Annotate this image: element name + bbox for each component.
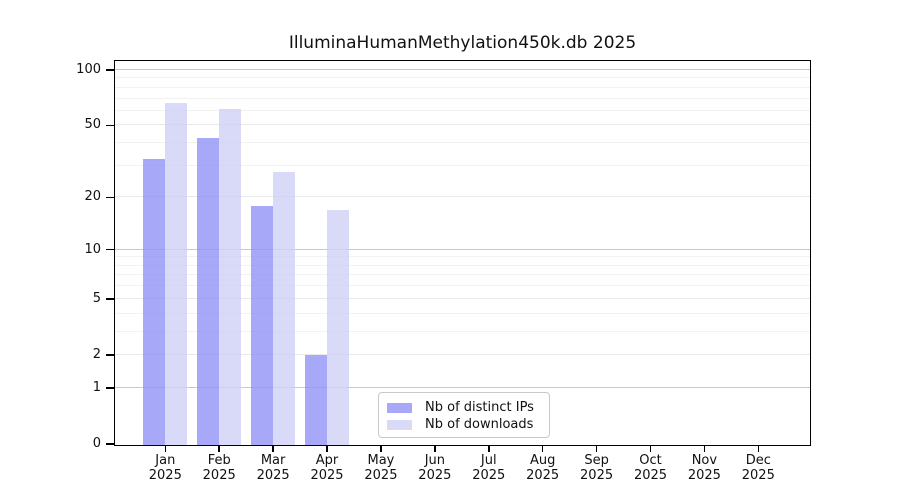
x-tick-nov	[703, 445, 706, 452]
x-tick-label-dec: Dec 2025	[741, 453, 775, 483]
y-tick-100	[106, 69, 114, 71]
y-tick-50	[106, 124, 114, 127]
legend-label-distinct-ips: Nb of distinct IPs	[425, 400, 534, 415]
plot-area	[113, 59, 811, 446]
y-tick-label-2: 2	[92, 346, 101, 362]
bar-nb-of-downloads-mar	[272, 171, 295, 445]
y-tick-5	[106, 298, 114, 300]
x-tick-jun	[434, 445, 436, 452]
x-tick-label-apr: Apr 2025	[310, 453, 344, 483]
y-tick-label-0: 0	[92, 436, 101, 451]
gridline-6	[114, 285, 810, 287]
legend-swatch-downloads	[387, 419, 412, 430]
legend-row: Nb of distinct IPs	[387, 399, 549, 416]
legend-swatch-distinct-ips	[387, 402, 412, 413]
gridline-10	[114, 248, 810, 250]
gridline-30	[114, 164, 810, 166]
x-tick-label-sep: Sep 2025	[580, 453, 614, 483]
gridline-100	[114, 69, 810, 70]
gridline-7	[114, 274, 810, 276]
y-tick-label-50: 50	[84, 117, 101, 133]
x-tick-apr	[326, 445, 328, 452]
gridline-3	[114, 330, 810, 332]
bar-nb-of-distinct-ips-mar	[250, 205, 273, 445]
x-tick-label-jul: Jul 2025	[472, 453, 506, 483]
gridline-8	[114, 264, 810, 266]
legend-row: Nb of downloads	[387, 416, 549, 433]
chart-title: IlluminaHumanMethylation450k.db 2025	[288, 33, 637, 53]
x-tick-label-jun: Jun 2025	[418, 453, 452, 483]
x-tick-label-may: May 2025	[364, 453, 398, 483]
y-tick-label-20: 20	[84, 189, 101, 205]
y-tick-0	[106, 443, 114, 445]
y-tick-label-100: 100	[76, 62, 101, 77]
plot-inner	[114, 61, 810, 445]
y-tick-10	[106, 248, 114, 251]
gridline-40	[114, 142, 810, 144]
gridline-9	[114, 256, 810, 258]
gridline-20	[114, 196, 810, 198]
x-tick-feb	[218, 445, 220, 452]
y-tick-20	[106, 196, 114, 199]
y-tick-label-5: 5	[92, 290, 101, 306]
gridline-80	[114, 86, 810, 88]
gridline-2	[114, 353, 810, 355]
gridline-1	[114, 386, 810, 388]
legend-label-downloads: Nb of downloads	[425, 417, 534, 432]
gridline-5	[114, 297, 810, 299]
gridline-70	[114, 97, 810, 99]
y-tick-2	[106, 354, 114, 356]
y-tick-label-1: 1	[92, 379, 101, 395]
gridline-90	[114, 77, 810, 79]
x-tick-mar	[272, 445, 274, 452]
bar-nb-of-downloads-feb	[218, 108, 241, 445]
gridline-60	[114, 109, 810, 111]
x-tick-label-feb: Feb 2025	[202, 453, 236, 483]
bar-nb-of-downloads-jan	[164, 102, 187, 445]
x-tick-label-jan: Jan 2025	[148, 453, 182, 483]
x-tick-oct	[649, 445, 652, 452]
x-tick-label-aug: Aug 2025	[526, 453, 560, 483]
x-tick-label-mar: Mar 2025	[256, 453, 290, 483]
gridline-50	[114, 124, 810, 126]
x-tick-dec	[757, 445, 760, 452]
x-tick-sep	[595, 445, 598, 452]
y-tick-1	[106, 387, 114, 389]
x-tick-jan	[164, 445, 167, 452]
legend: Nb of distinct IPs Nb of downloads	[378, 392, 550, 438]
x-tick-aug	[541, 445, 544, 452]
x-tick-label-nov: Nov 2025	[687, 453, 721, 483]
bar-nb-of-downloads-apr	[326, 210, 349, 445]
bar-nb-of-distinct-ips-jan	[142, 158, 165, 445]
x-tick-label-oct: Oct 2025	[633, 453, 668, 483]
x-tick-may	[380, 445, 382, 452]
gridline-4	[114, 312, 810, 314]
x-tick-jul	[488, 445, 490, 452]
bar-nb-of-distinct-ips-feb	[196, 137, 219, 445]
bar-nb-of-distinct-ips-apr	[304, 355, 327, 445]
y-tick-label-10: 10	[84, 241, 101, 257]
